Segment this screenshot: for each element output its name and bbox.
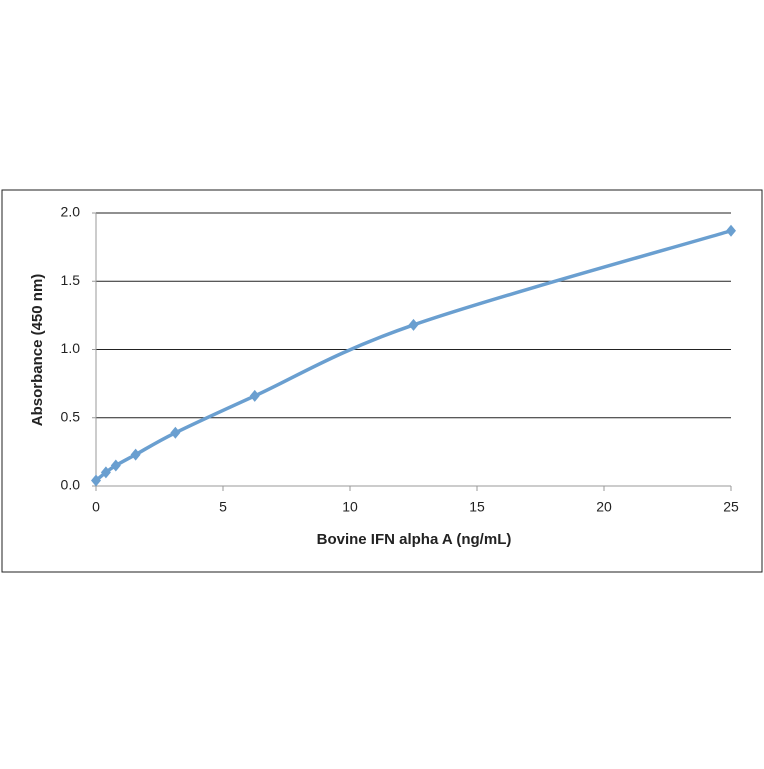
x-tick-label: 20: [596, 499, 612, 515]
y-tick-label: 0.0: [61, 477, 81, 493]
y-tick-label: 1.5: [61, 272, 81, 288]
chart-border: [1, 189, 763, 573]
x-tick-label: 25: [723, 499, 739, 515]
x-tick-label: 0: [92, 499, 100, 515]
y-tick-label: 1.0: [61, 340, 81, 356]
x-axis-title: Bovine IFN alpha A (ng/mL): [317, 531, 512, 548]
y-tick-label: 2.0: [61, 204, 81, 220]
data-point: [91, 474, 101, 487]
x-tick-label: 5: [219, 499, 227, 515]
data-point: [408, 318, 419, 331]
x-tick-label: 10: [342, 499, 358, 515]
curve: [94, 229, 732, 482]
data-point: [170, 426, 181, 439]
data-point: [249, 389, 260, 402]
y-tick-label: 0.5: [61, 408, 81, 424]
data-point: [130, 448, 141, 461]
data-point: [100, 466, 111, 479]
x-tick-label: 15: [469, 499, 485, 515]
y-axis-title: Absorbance (450 nm): [29, 274, 46, 427]
data-point: [726, 224, 736, 237]
data-point: [110, 459, 121, 472]
